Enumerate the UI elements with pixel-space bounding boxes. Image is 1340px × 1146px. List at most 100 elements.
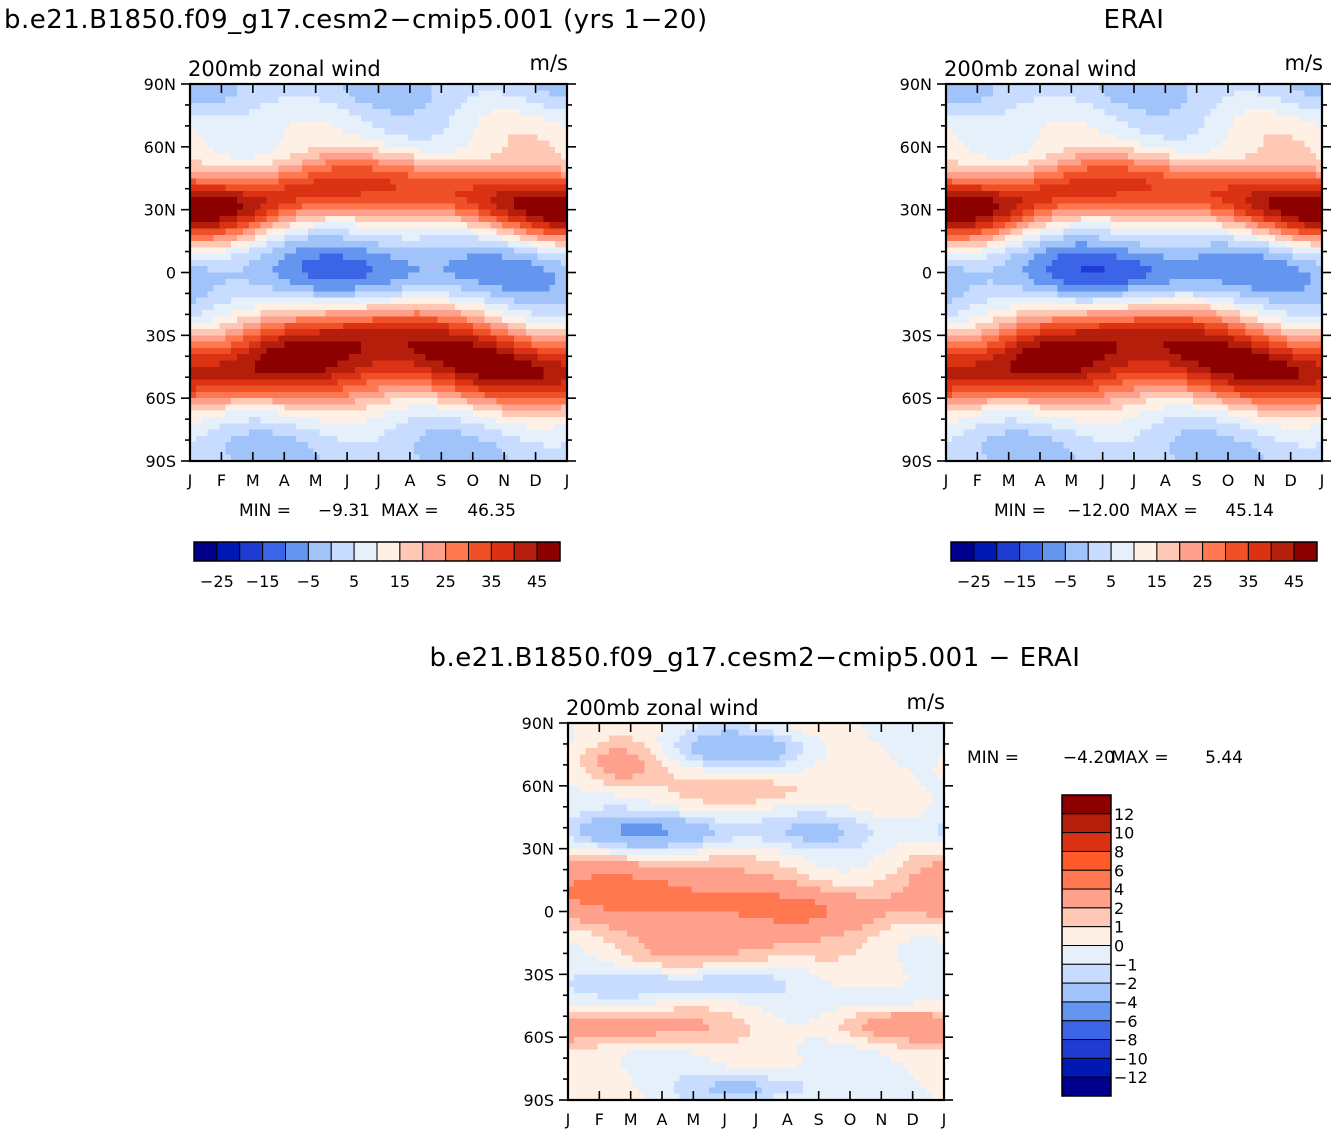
field-cell (461, 159, 467, 166)
field-cell (1234, 153, 1240, 160)
field-cell (367, 329, 373, 336)
field-cell (414, 191, 420, 198)
field-cell (981, 103, 987, 110)
field-cell (237, 448, 243, 455)
field-cell (1111, 90, 1117, 97)
field-cell (1310, 115, 1316, 122)
field-cell (1116, 141, 1122, 148)
field-cell (1146, 103, 1152, 110)
field-cell (290, 373, 296, 380)
field-cell (379, 279, 385, 286)
field-cell (1257, 103, 1263, 110)
field-cell (308, 266, 314, 273)
field-cell (467, 392, 473, 399)
field-cell (1040, 97, 1046, 104)
field-cell (225, 373, 231, 380)
field-cell (314, 185, 320, 192)
field-cell (255, 430, 261, 437)
field-cell (520, 191, 526, 198)
field-cell (479, 153, 485, 160)
field-cell (278, 235, 284, 242)
field-cell (272, 203, 278, 210)
field-cell (290, 141, 296, 148)
field-cell (467, 141, 473, 148)
field-cell (1228, 90, 1234, 97)
field-cell (296, 197, 302, 204)
field-cell (1034, 166, 1040, 173)
field-cell (278, 360, 284, 367)
field-cell (255, 411, 261, 418)
field-cell (296, 398, 302, 405)
field-cell (384, 260, 390, 267)
field-cell (243, 298, 249, 305)
field-cell (219, 191, 225, 198)
field-cell (308, 404, 314, 411)
field-cell (1222, 122, 1228, 129)
field-cell (502, 329, 508, 336)
field-cell (249, 197, 255, 204)
field-cell (208, 166, 214, 173)
field-cell (1087, 109, 1093, 116)
field-cell (320, 141, 326, 148)
field-cell (1310, 128, 1316, 135)
field-cell (390, 423, 396, 430)
field-cell (219, 291, 225, 298)
field-cell (243, 134, 249, 141)
field-cell (1005, 166, 1011, 173)
field-cell (296, 335, 302, 342)
field-cell (473, 141, 479, 148)
field-cell (384, 153, 390, 160)
field-cell (331, 354, 337, 361)
field-cell (1069, 109, 1075, 116)
field-cell (225, 442, 231, 449)
field-cell (1163, 97, 1169, 104)
field-cell (402, 310, 408, 317)
field-cell (367, 392, 373, 399)
colorbar-swatch (331, 542, 354, 561)
chart-subtitle: 200mb zonal wind (188, 57, 381, 81)
field-cell (543, 354, 549, 361)
field-cell (243, 197, 249, 204)
field-cell (331, 316, 337, 323)
field-cell (485, 398, 491, 405)
field-cell (225, 141, 231, 148)
field-cell (278, 291, 284, 298)
field-cell (1304, 90, 1310, 97)
field-cell (402, 103, 408, 110)
field-cell (355, 430, 361, 437)
field-raster (190, 84, 568, 462)
field-cell (379, 166, 385, 173)
field-cell (343, 304, 349, 311)
field-cell (555, 172, 561, 179)
field-cell (526, 109, 532, 116)
field-cell (1299, 103, 1305, 110)
field-cell (272, 185, 278, 192)
field-cell (461, 122, 467, 129)
field-cell (1064, 103, 1070, 110)
field-cell (952, 103, 958, 110)
field-cell (1187, 90, 1193, 97)
field-cell (1081, 147, 1087, 154)
field-cell (461, 348, 467, 355)
field-cell (367, 266, 373, 273)
field-cell (225, 417, 231, 424)
field-cell (284, 222, 290, 229)
field-cell (1275, 178, 1281, 185)
field-cell (1158, 115, 1164, 122)
field-cell (514, 115, 520, 122)
field-cell (320, 423, 326, 430)
field-cell (255, 329, 261, 336)
field-cell (320, 298, 326, 305)
field-cell (1017, 147, 1023, 154)
field-cell (219, 423, 225, 430)
field-cell (320, 172, 326, 179)
field-cell (219, 404, 225, 411)
field-cell (958, 128, 964, 135)
field-cell (496, 203, 502, 210)
field-cell (373, 254, 379, 261)
field-cell (284, 310, 290, 317)
field-cell (278, 348, 284, 355)
field-cell (308, 191, 314, 198)
field-cell (981, 97, 987, 104)
field-cell (502, 247, 508, 254)
